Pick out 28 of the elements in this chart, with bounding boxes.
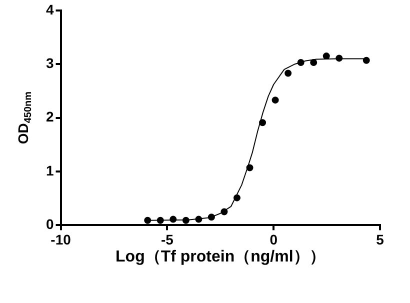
x-tick-label: -10 — [50, 231, 72, 248]
point — [195, 216, 202, 223]
y-tick-label: 2 — [46, 108, 54, 125]
y-tick-label: 1 — [46, 162, 54, 178]
point — [284, 70, 292, 77]
point — [233, 194, 240, 202]
y-tick-label: 0 — [46, 216, 54, 232]
point — [272, 96, 279, 104]
point — [170, 216, 177, 223]
x-tick-label: 0 — [270, 231, 278, 248]
y-tick-label: 4 — [46, 1, 54, 18]
x-tick-label: -5 — [160, 231, 174, 248]
point — [246, 164, 254, 172]
point — [310, 58, 318, 66]
y-axis-title: OD450nm — [14, 91, 34, 144]
point — [362, 56, 370, 64]
point — [259, 119, 266, 126]
point — [156, 216, 164, 224]
point — [208, 214, 215, 221]
x-axis-title: Log（Tf protein（ng/ml）） — [116, 248, 326, 266]
point — [144, 216, 152, 224]
x-tick-label: 5 — [376, 231, 384, 248]
point — [182, 216, 190, 224]
y-tick-label: 3 — [46, 54, 54, 71]
point — [220, 208, 228, 216]
point — [322, 52, 330, 60]
point — [297, 58, 304, 66]
point — [336, 54, 343, 62]
